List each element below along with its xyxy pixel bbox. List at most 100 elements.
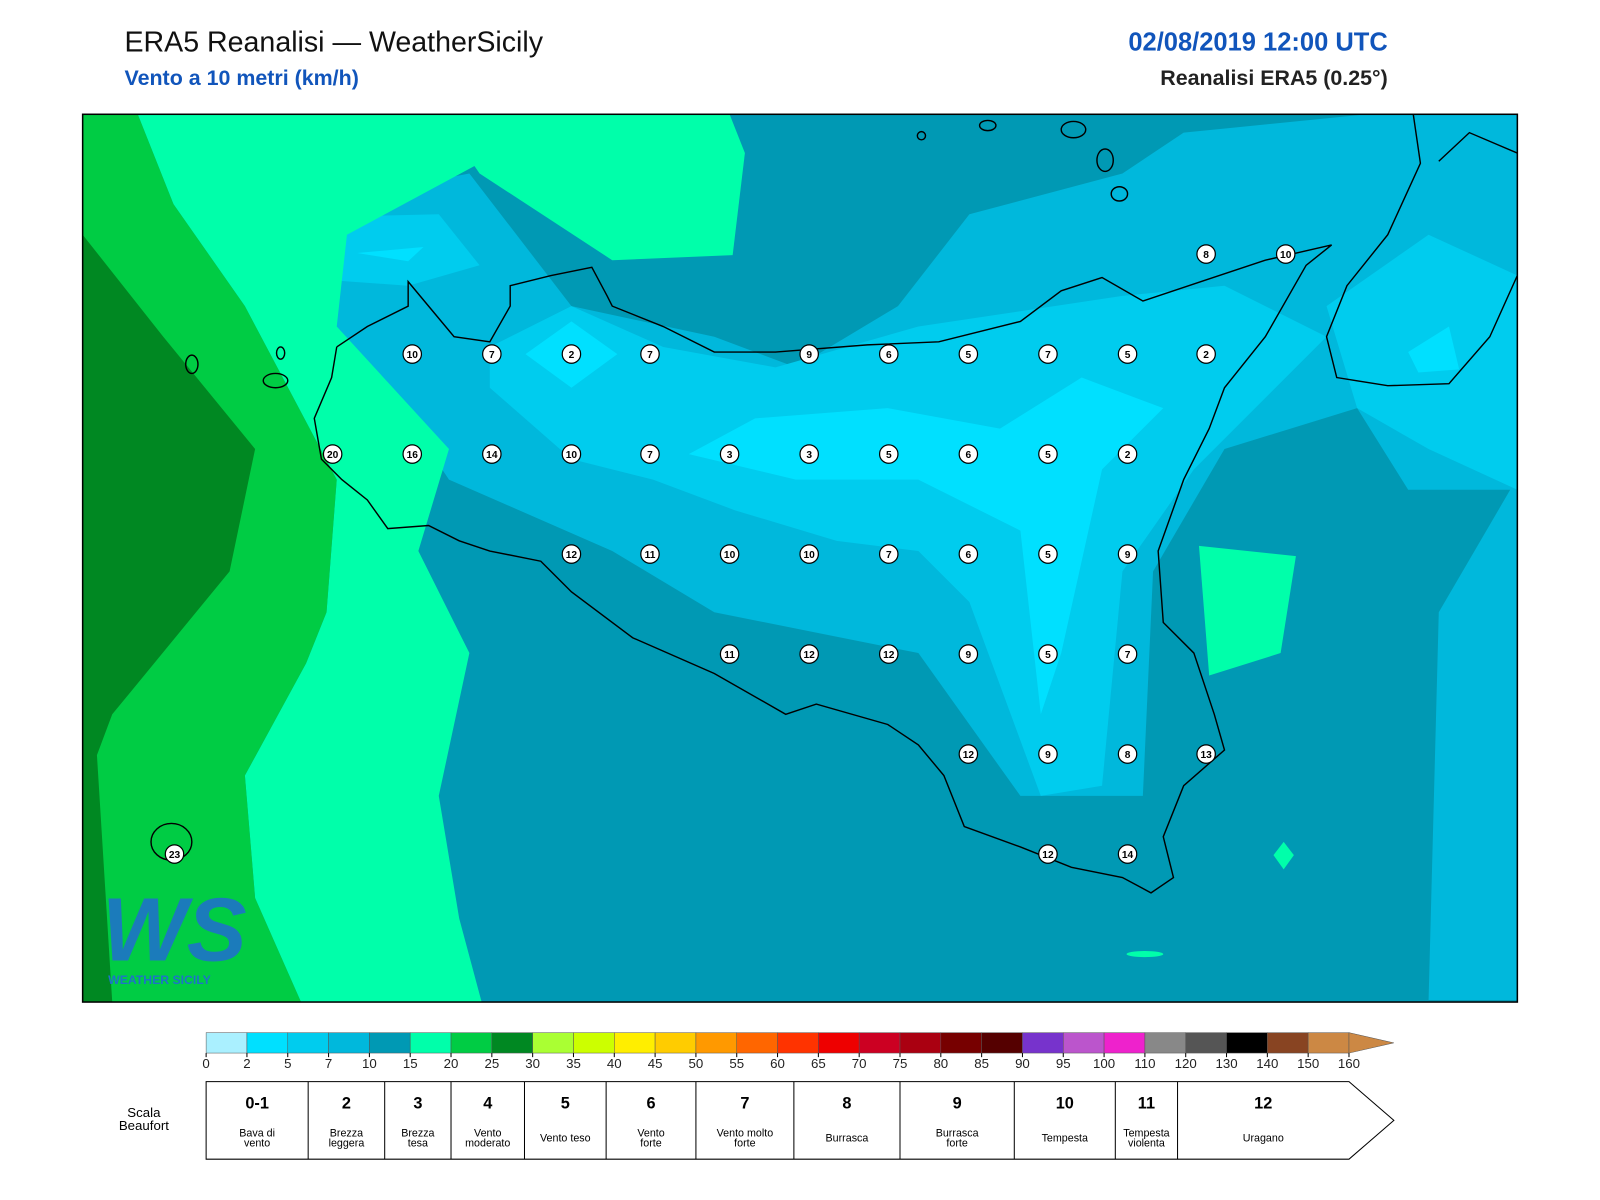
station-value: 12 [566,550,578,561]
station-value: 12 [804,650,816,661]
station-marker [719,644,740,664]
beaufort-label: Scala [127,1105,161,1120]
colorbar-tick-label: 65 [811,1056,826,1071]
map: 8 10 10 7 2 7 9 6 5 7 5 2 20 16 14 10 7 3 3 5 6 5 2 12 11 10 10 7 6 5… [82,114,1518,1003]
colorbar-bin [573,1032,615,1054]
beaufort-force: 10 [1056,1094,1074,1112]
station-marker [1117,844,1138,864]
station-value: 10 [566,450,578,461]
station-value: 6 [966,550,972,561]
colorbar-bin [246,1032,289,1054]
stations: 8 10 10 7 2 7 9 6 5 7 5 2 20 16 14 10 7 3 3 5 6 5 2 12 11 10 10 7 6 5… [164,244,1296,864]
beaufort-force: 6 [646,1094,655,1112]
station-value: 10 [1280,250,1292,261]
station-marker [1117,644,1138,664]
colorbar-tick-label: 75 [893,1056,908,1071]
station-marker [799,644,819,664]
beaufort-name: Vento [637,1128,664,1140]
station-value: 9 [1045,750,1051,761]
beaufort-force: 5 [561,1094,570,1112]
station-marker [561,444,582,464]
beaufort-force: 11 [1138,1094,1155,1112]
colorbar-bin [1103,1032,1146,1054]
station-marker [1117,444,1138,464]
colorbar-bin [899,1032,942,1054]
colorbar-tick-label: 50 [689,1056,704,1071]
subtitle: Vento a 10 metri (km/h) [124,66,358,90]
colorbar-bin [695,1032,737,1054]
station-marker [1196,744,1216,764]
station-value: 9 [966,650,972,661]
colorbar-bin [287,1032,329,1054]
colorbar-bin [777,1032,819,1054]
beaufort-frame [205,1081,1395,1160]
colorbar-bin [369,1032,411,1054]
field [137,114,482,1003]
colorbar-bin [532,1032,574,1054]
station-value: 3 [727,450,733,461]
station-marker [561,544,582,564]
colorbar-tick-label: 25 [484,1056,499,1071]
station-marker [482,444,502,464]
station-marker [799,544,819,564]
colorbar-tick-label: 40 [607,1056,622,1071]
island [185,354,199,375]
station-value: 6 [886,350,892,361]
station-value: 11 [724,650,735,661]
source: Reanalisi ERA5 (0.25°) [1160,66,1387,90]
station-value: 9 [806,350,812,361]
island [275,346,286,360]
beaufort-name: Vento teso [540,1133,591,1145]
station-marker [799,444,819,464]
colorbar-bin [654,1032,697,1054]
colorbar-tick-label: 80 [933,1056,948,1071]
coastline [313,244,1333,894]
station-value: 8 [1203,250,1209,261]
colorbar-tick-label: 70 [852,1056,867,1071]
station-marker [719,544,740,564]
beaufort-name: leggera [329,1138,365,1150]
colorbar-bin [491,1032,533,1054]
beaufort-force: 4 [483,1094,492,1112]
station-marker [640,544,660,564]
colorbar-bin [1185,1032,1227,1054]
field [82,234,256,1003]
colorbar-tick-label: 30 [525,1056,540,1071]
station-value: 5 [1045,450,1051,461]
station-marker [561,344,582,364]
island [262,372,289,389]
beaufort-force: 3 [413,1094,422,1112]
coastline [1438,131,1518,162]
colorbar: 0 2 5 7 10 15 20 25 30 35 40 45 50 55 60 65 70 75 80 85 90 95… [202,1032,1394,1071]
station-marker [402,344,423,364]
field [1408,326,1460,373]
station-marker [1117,744,1138,764]
station-value: 8 [1125,750,1131,761]
station-value: 23 [169,850,181,861]
colorbar-tick-label: 120 [1175,1056,1197,1071]
station-value: 14 [1122,850,1134,861]
beaufort-name: Vento [474,1128,501,1140]
colorbar-tick-label: 10 [362,1056,377,1071]
beaufort-name: Uragano [1243,1133,1284,1145]
station-value: 10 [407,350,419,361]
beaufort-name: forte [640,1138,661,1150]
station-value: 7 [886,550,892,561]
beaufort-name: moderato [465,1138,510,1150]
station-value: 3 [806,450,812,461]
station-marker [1038,844,1058,864]
colorbar-tick-label: 150 [1297,1056,1319,1071]
title: ERA5 Reanalisi — WeatherSicily [124,26,543,58]
colorbar-bin [1063,1032,1105,1054]
island [916,130,927,141]
beaufort-force: 8 [842,1094,851,1112]
colorbar-bin [614,1032,656,1054]
station-value: 5 [1045,650,1051,661]
colorbar-bin [409,1032,452,1054]
beaufort-force: 7 [740,1094,749,1112]
colorbar-bin [818,1032,860,1054]
colorbar-bin [1144,1032,1186,1054]
beaufort-name: Vento molto [717,1128,774,1140]
colorbar-tick-label: 55 [729,1056,744,1071]
